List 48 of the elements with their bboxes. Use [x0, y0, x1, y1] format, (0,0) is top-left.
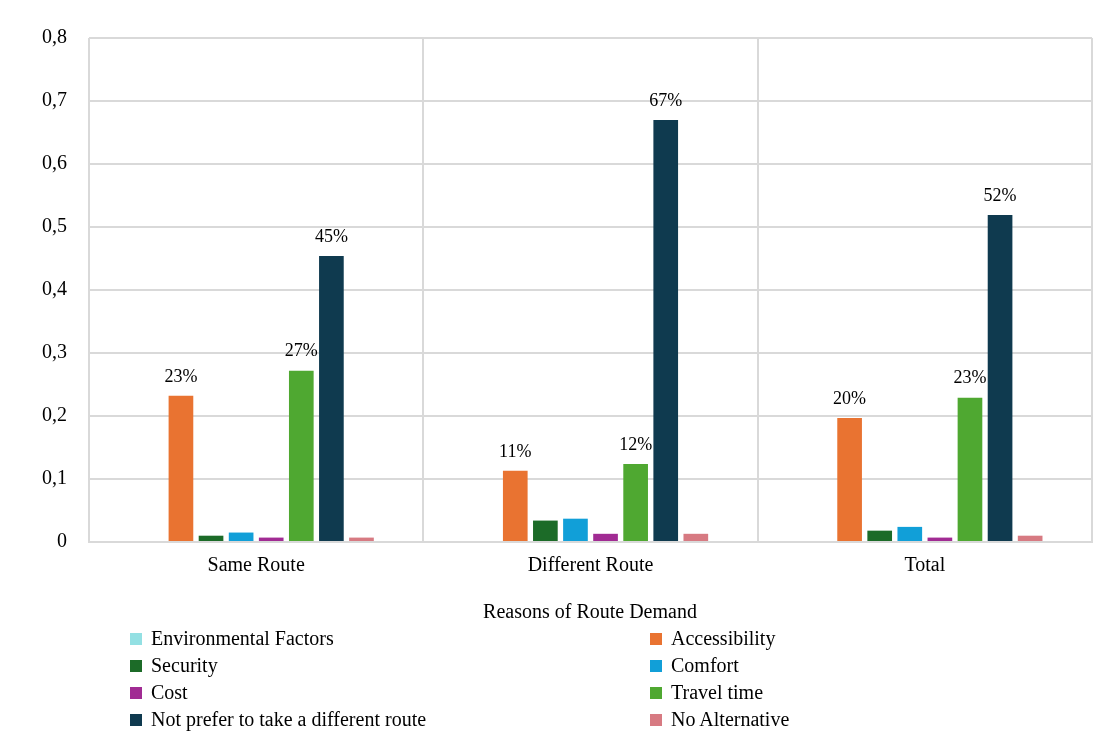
y-tick-label: 0,5 — [42, 214, 67, 237]
bar — [288, 370, 314, 541]
data-label: 45% — [314, 225, 348, 246]
bar — [837, 417, 862, 541]
bar — [957, 397, 983, 541]
bar — [198, 535, 224, 541]
bar — [502, 470, 528, 541]
data-label: 52% — [983, 184, 1017, 205]
y-tick-label: 0,6 — [42, 151, 67, 174]
legend-label: Accessibility — [671, 627, 776, 650]
y-tick-label: 0,1 — [42, 466, 67, 489]
legend-label: Travel time — [671, 681, 764, 704]
data-label: 11% — [499, 440, 532, 461]
bar — [683, 533, 709, 541]
y-tick-label: 0,3 — [42, 340, 67, 363]
data-label: 67% — [649, 89, 683, 110]
data-label: 12% — [619, 433, 653, 454]
x-tick-label: Different Route — [527, 553, 654, 576]
bar — [168, 395, 194, 541]
x-tick-label: Same Route — [207, 553, 305, 576]
bar — [987, 215, 1013, 541]
legend-label: Cost — [151, 681, 188, 704]
y-tick-label: 0 — [57, 529, 67, 552]
data-label: 27% — [284, 340, 318, 361]
bar — [563, 518, 588, 541]
legend-label: No Alternative — [671, 708, 790, 731]
legend-label: Not prefer to take a different route — [151, 708, 427, 731]
bar — [228, 532, 254, 541]
data-label: 23% — [164, 365, 198, 386]
bar — [653, 119, 679, 541]
legend-label: Environmental Factors — [151, 627, 334, 650]
bar — [593, 533, 618, 541]
data-label: 20% — [833, 387, 867, 408]
y-tick-label: 0,2 — [42, 403, 67, 426]
legend-title: Reasons of Route Demand — [482, 600, 698, 623]
bar — [319, 255, 344, 541]
bar — [897, 526, 923, 541]
legend-label: Comfort — [671, 654, 739, 677]
bar — [867, 530, 893, 541]
bar — [1017, 535, 1043, 541]
y-tick-label: 0,7 — [42, 88, 67, 111]
bar — [623, 463, 648, 541]
y-tick-label: 0,8 — [42, 25, 67, 48]
data-label: 23% — [953, 367, 987, 388]
legend-label: Security — [151, 654, 218, 677]
bar — [533, 520, 558, 541]
x-tick-label: Total — [904, 553, 946, 576]
y-tick-label: 0,4 — [42, 277, 67, 300]
